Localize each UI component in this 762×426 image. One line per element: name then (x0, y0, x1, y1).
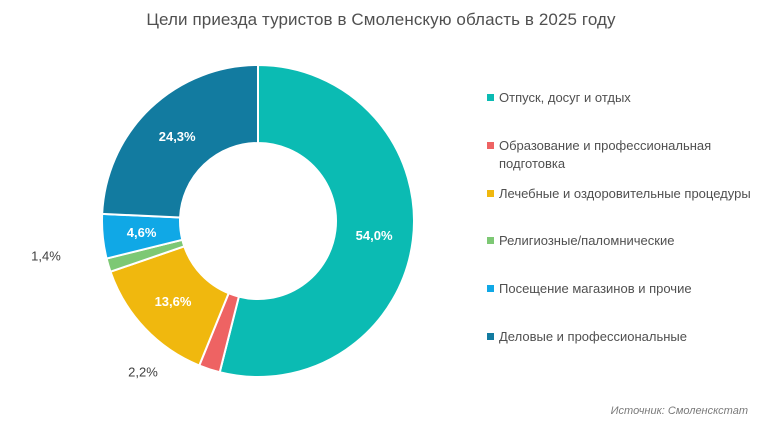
legend-label-6: Деловые и профессиональные (499, 329, 687, 344)
donut-slices (101, 63, 415, 378)
legend-item-5: Посещение магазинов и прочие (487, 280, 757, 298)
legend-swatch-1 (487, 94, 494, 101)
slice-label-2: 2,2% (128, 365, 158, 380)
legend-item-6: Деловые и профессиональные (487, 328, 757, 346)
slice-6 (101, 63, 259, 219)
legend-swatch-6 (487, 333, 494, 340)
legend-label-5: Посещение магазинов и прочие (499, 281, 692, 296)
legend-label-1: Отпуск, досуг и отдых (499, 90, 631, 105)
legend-item-4: Религиозные/паломнические (487, 232, 757, 250)
source-note: Источник: Смоленскстат (610, 405, 748, 417)
slice-1 (218, 63, 415, 378)
legend-swatch-4 (487, 237, 494, 244)
legend-item-1: Отпуск, досуг и отдых (487, 89, 757, 107)
slice-label-1: 54,0% (356, 228, 393, 243)
slice-labels: 54,0% 2,2% 13,6% 1,4% 4,6% 24,3% (31, 129, 393, 380)
legend-label-3: Лечебные и оздоровительные процедуры (499, 186, 751, 201)
legend-swatch-3 (487, 190, 494, 197)
legend-item-3: Лечебные и оздоровительные процедуры (487, 185, 757, 203)
legend-item-2: Образование и профессиональная подготовк… (487, 137, 757, 173)
slice-label-5: 4,6% (127, 225, 157, 240)
chart-title: Цели приезда туристов в Смоленскую облас… (146, 10, 616, 29)
slice-label-3: 13,6% (155, 294, 192, 309)
legend-label-4: Религиозные/паломнические (499, 233, 675, 248)
legend-swatch-2 (487, 142, 494, 149)
legend-swatch-5 (487, 285, 494, 292)
slice-label-6: 24,3% (159, 129, 196, 144)
slice-label-4: 1,4% (31, 249, 61, 264)
legend-label-2: Образование и профессиональная подготовк… (499, 138, 712, 171)
